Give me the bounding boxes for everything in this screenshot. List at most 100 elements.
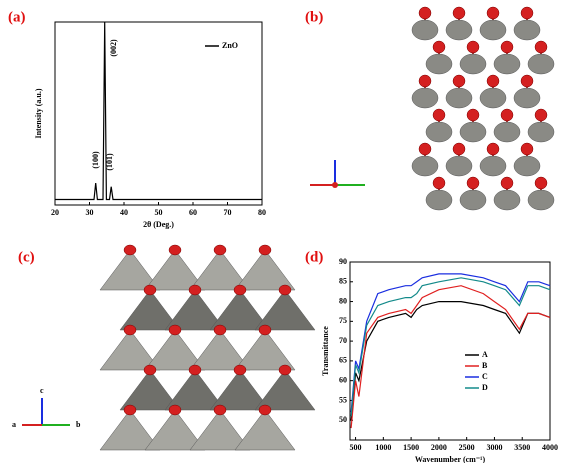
x-tick-label: 2000 [431,443,447,452]
panel-label: (a) [8,9,26,25]
o-atom [124,405,136,415]
zn-atom [460,190,486,210]
o-atom [419,75,431,87]
x-tick-label: 80 [258,208,266,217]
zn-atom [514,88,540,108]
o-atom [535,41,547,53]
o-atom [144,285,156,295]
x-axis-label: Wavenumber (cm⁻¹) [415,455,486,463]
o-atom [535,177,547,189]
zn-atom [446,20,472,40]
o-atom [124,245,136,255]
tetrahedron [235,250,295,290]
o-atom [419,143,431,155]
zn-atom [480,20,506,40]
zn-atom [426,190,452,210]
o-atom [521,7,533,19]
o-atom [189,365,201,375]
o-atom [487,7,499,19]
o-atom [501,109,513,121]
o-atom [501,177,513,189]
o-atom [467,41,479,53]
x-tick-label: 20 [51,208,59,217]
zn-atom [426,54,452,74]
series-line [351,274,550,412]
o-atom [453,75,465,87]
o-atom [521,75,533,87]
zn-atom [494,122,520,142]
x-tick-label: 50 [155,208,163,217]
panel-label: (b) [305,9,323,25]
x-tick-label: 3500 [514,443,530,452]
y-tick-label: 75 [339,316,347,325]
series-line [351,302,550,421]
zn-atom [480,156,506,176]
o-atom [214,325,226,335]
o-atom [487,75,499,87]
zn-atom [412,156,438,176]
o-atom [453,143,465,155]
o-atom [214,245,226,255]
tetrahedron [235,410,295,450]
tetrahedron [255,290,315,330]
x-tick-label: 70 [224,208,232,217]
y-axis-label: Transmittance [321,326,330,376]
o-atom [259,245,271,255]
figure: (a) (b) (c) (d) cab203040506070802θ (Deg… [0,0,572,463]
legend-label: ZnO [222,41,238,50]
o-atom [189,285,201,295]
zn-atom [446,156,472,176]
plot-frame [350,262,550,440]
zn-atom [412,88,438,108]
o-atom [279,365,291,375]
y-tick-label: 60 [339,375,347,384]
axis-name: c [40,386,44,395]
zn-atom [494,54,520,74]
x-tick-label: 60 [189,208,197,217]
o-atom [144,365,156,375]
o-atom [169,325,181,335]
o-atom [433,109,445,121]
o-atom [535,109,547,121]
zn-atom [528,54,554,74]
x-tick-label: 4000 [542,443,558,452]
y-tick-label: 90 [339,257,347,266]
x-tick-label: 2500 [459,443,475,452]
zn-atom [514,20,540,40]
o-atom [169,405,181,415]
axis-name: b [76,420,81,429]
o-atom [279,285,291,295]
o-atom [214,405,226,415]
zn-atom [426,122,452,142]
y-tick-label: 55 [339,395,347,404]
axis-name: a [12,420,16,429]
panel-label: (d) [305,249,323,265]
peak-label: (100) [91,151,100,169]
x-tick-label: 40 [120,208,128,217]
zn-atom [460,54,486,74]
y-tick-label: 80 [339,296,347,305]
peak-label: (101) [105,153,114,171]
o-atom [433,41,445,53]
o-atom [124,325,136,335]
x-axis-label: 2θ (Deg.) [143,220,174,229]
o-atom [433,177,445,189]
x-tick-label: 3000 [486,443,502,452]
y-tick-label: 65 [339,356,347,365]
y-tick-label: 50 [339,415,347,424]
zn-atom [460,122,486,142]
o-atom [419,7,431,19]
o-atom [487,143,499,155]
o-atom [521,143,533,155]
tetrahedron [255,370,315,410]
zn-atom [480,88,506,108]
series-line [351,286,550,428]
x-tick-label: 500 [350,443,362,452]
x-tick-label: 1000 [375,443,391,452]
y-axis-label: Intensity (a.u.) [34,88,43,138]
legend-label: C [482,372,488,381]
peak-label: (002) [109,39,118,57]
o-atom [453,7,465,19]
o-atom [501,41,513,53]
axis-origin [332,182,338,188]
